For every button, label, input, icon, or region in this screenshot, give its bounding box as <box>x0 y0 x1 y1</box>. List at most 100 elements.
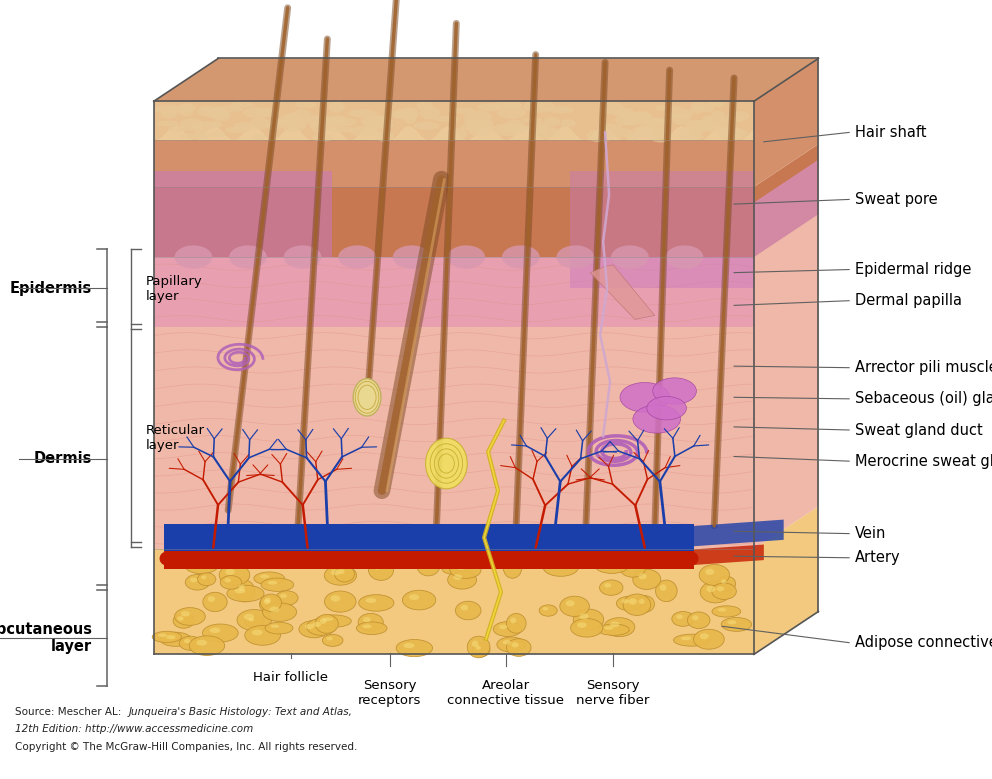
Ellipse shape <box>611 245 649 269</box>
Ellipse shape <box>197 573 216 586</box>
Ellipse shape <box>348 110 377 117</box>
Ellipse shape <box>690 122 717 130</box>
Ellipse shape <box>315 615 338 633</box>
Text: Sebaceous (oil) gland: Sebaceous (oil) gland <box>855 391 992 407</box>
Ellipse shape <box>602 561 612 566</box>
Ellipse shape <box>237 609 272 630</box>
Text: Copyright © The McGraw-Hill Companies, Inc. All rights reserved.: Copyright © The McGraw-Hill Companies, I… <box>15 742 357 752</box>
Ellipse shape <box>504 100 521 110</box>
PathPatch shape <box>154 126 754 140</box>
Ellipse shape <box>476 129 489 136</box>
Ellipse shape <box>322 634 343 647</box>
Ellipse shape <box>650 132 673 143</box>
Text: Artery: Artery <box>855 550 901 566</box>
Ellipse shape <box>625 113 653 119</box>
Ellipse shape <box>461 124 487 130</box>
Ellipse shape <box>620 382 670 412</box>
Ellipse shape <box>604 618 635 636</box>
Ellipse shape <box>234 580 255 602</box>
Ellipse shape <box>450 129 467 139</box>
Text: Reticular
layer: Reticular layer <box>146 424 204 452</box>
Ellipse shape <box>180 636 202 650</box>
Ellipse shape <box>361 116 393 126</box>
Ellipse shape <box>543 558 578 576</box>
Ellipse shape <box>492 124 523 136</box>
Ellipse shape <box>639 599 645 604</box>
Ellipse shape <box>207 596 215 602</box>
Ellipse shape <box>376 130 394 142</box>
Ellipse shape <box>243 108 271 118</box>
Ellipse shape <box>681 126 701 136</box>
Ellipse shape <box>472 643 490 657</box>
Ellipse shape <box>447 245 485 269</box>
Ellipse shape <box>625 564 633 569</box>
Ellipse shape <box>623 118 642 125</box>
Ellipse shape <box>455 601 481 620</box>
Ellipse shape <box>363 617 371 622</box>
Ellipse shape <box>604 583 611 587</box>
Ellipse shape <box>506 614 526 633</box>
Ellipse shape <box>441 559 461 574</box>
Ellipse shape <box>353 379 381 416</box>
Ellipse shape <box>210 132 225 137</box>
Ellipse shape <box>158 633 167 637</box>
Ellipse shape <box>447 108 474 114</box>
Ellipse shape <box>202 624 238 642</box>
Ellipse shape <box>264 599 270 605</box>
Ellipse shape <box>394 112 413 119</box>
Ellipse shape <box>161 111 177 118</box>
Ellipse shape <box>616 596 642 611</box>
Ellipse shape <box>280 594 287 598</box>
Polygon shape <box>570 171 754 288</box>
Ellipse shape <box>409 594 419 600</box>
Ellipse shape <box>501 559 511 562</box>
Ellipse shape <box>197 106 218 116</box>
Ellipse shape <box>324 591 356 612</box>
Text: Epidermis: Epidermis <box>10 280 92 296</box>
Ellipse shape <box>497 637 526 652</box>
Ellipse shape <box>261 594 282 612</box>
Ellipse shape <box>219 565 250 585</box>
Text: Adipose connective tissue: Adipose connective tissue <box>855 635 992 650</box>
Ellipse shape <box>359 594 394 612</box>
Ellipse shape <box>524 100 554 112</box>
Ellipse shape <box>463 120 493 125</box>
Ellipse shape <box>511 642 519 647</box>
Ellipse shape <box>169 125 186 132</box>
Ellipse shape <box>632 111 652 122</box>
Ellipse shape <box>248 618 254 622</box>
Ellipse shape <box>181 118 202 130</box>
Ellipse shape <box>656 580 678 601</box>
Ellipse shape <box>468 124 488 136</box>
Ellipse shape <box>158 121 179 126</box>
Ellipse shape <box>691 615 698 620</box>
Ellipse shape <box>635 596 655 612</box>
Ellipse shape <box>338 245 376 269</box>
Ellipse shape <box>201 576 206 580</box>
Ellipse shape <box>567 552 574 559</box>
Ellipse shape <box>570 619 603 637</box>
Ellipse shape <box>453 574 462 580</box>
Ellipse shape <box>396 640 433 657</box>
Ellipse shape <box>175 608 205 626</box>
Ellipse shape <box>252 135 266 140</box>
Ellipse shape <box>338 569 344 574</box>
Polygon shape <box>154 171 332 257</box>
Ellipse shape <box>326 115 348 127</box>
Ellipse shape <box>414 122 438 129</box>
Ellipse shape <box>365 119 381 128</box>
Ellipse shape <box>729 129 742 139</box>
Ellipse shape <box>310 121 331 133</box>
Ellipse shape <box>391 110 414 118</box>
Ellipse shape <box>560 120 575 127</box>
Ellipse shape <box>501 123 527 133</box>
Ellipse shape <box>270 118 285 125</box>
Ellipse shape <box>633 125 661 134</box>
Ellipse shape <box>674 634 709 646</box>
Ellipse shape <box>699 633 709 640</box>
Ellipse shape <box>598 624 629 636</box>
Text: Arrector pili muscle: Arrector pili muscle <box>855 360 992 375</box>
Ellipse shape <box>687 612 710 629</box>
Ellipse shape <box>510 618 516 623</box>
Ellipse shape <box>493 622 522 636</box>
